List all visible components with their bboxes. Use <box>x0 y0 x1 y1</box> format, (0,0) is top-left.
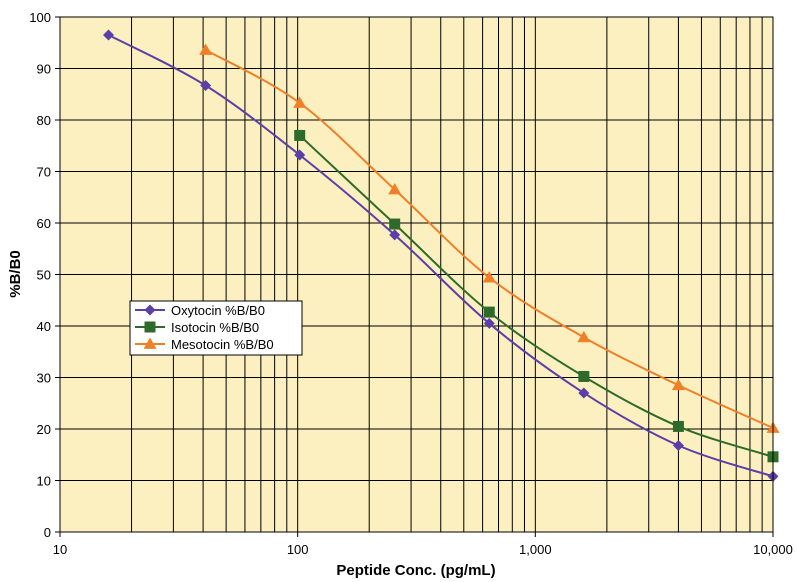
data-point <box>294 129 306 141</box>
data-point <box>389 218 401 230</box>
x-axis-title: Peptide Conc. (pg/mL) <box>336 562 495 579</box>
legend-label: Isotocin %B/B0 <box>171 320 259 335</box>
legend-marker <box>143 337 157 349</box>
data-point <box>672 439 684 451</box>
data-point <box>578 370 590 382</box>
y-tick-label: 80 <box>37 113 51 128</box>
legend-marker <box>144 321 156 333</box>
data-point <box>482 271 496 283</box>
y-tick-label: 20 <box>37 422 51 437</box>
legend: Oxytocin %B/B0 Isotocin %B/B0 Mesotocin %B… <box>129 300 303 356</box>
y-tick-label: 90 <box>37 62 51 77</box>
plot-frame <box>59 16 774 533</box>
y-tick-label: 30 <box>37 371 51 386</box>
x-tick-label: 100 <box>287 542 309 557</box>
x-tick-label: 10,000 <box>753 542 793 557</box>
data-point <box>577 330 591 343</box>
data-point <box>483 317 495 329</box>
legend-marker <box>144 304 156 316</box>
y-tick-label: 10 <box>37 474 51 489</box>
x-tick-label: 1,000 <box>519 542 552 557</box>
y-tick-label: 40 <box>37 319 51 334</box>
data-point <box>103 29 115 41</box>
x-axis-ticks: 10 100 1,000 10,000 <box>53 532 793 557</box>
y-tick-label: 50 <box>37 268 51 283</box>
legend-label: Mesotocin %B/B0 <box>171 337 274 352</box>
data-point <box>389 229 401 241</box>
data-point <box>200 79 212 91</box>
data-point <box>294 149 306 161</box>
data-point <box>483 306 495 318</box>
data-point <box>293 96 307 108</box>
y-tick-label: 60 <box>37 216 51 231</box>
y-tick-label: 100 <box>29 10 51 25</box>
data-point <box>578 387 590 399</box>
data-point <box>672 420 684 432</box>
legend-label: Oxytocin %B/B0 <box>171 303 265 318</box>
y-axis-ticks: 0 10 20 30 40 50 60 70 80 90 100 <box>29 10 60 540</box>
series-line <box>108 34 774 478</box>
y-axis-title: %B/B0 <box>7 250 24 298</box>
data-point <box>388 183 402 195</box>
y-tick-label: 70 <box>37 165 51 180</box>
data-point <box>199 43 213 55</box>
x-tick-label: 10 <box>53 542 67 557</box>
y-tick-label: 0 <box>44 525 51 540</box>
data-point <box>671 378 685 391</box>
